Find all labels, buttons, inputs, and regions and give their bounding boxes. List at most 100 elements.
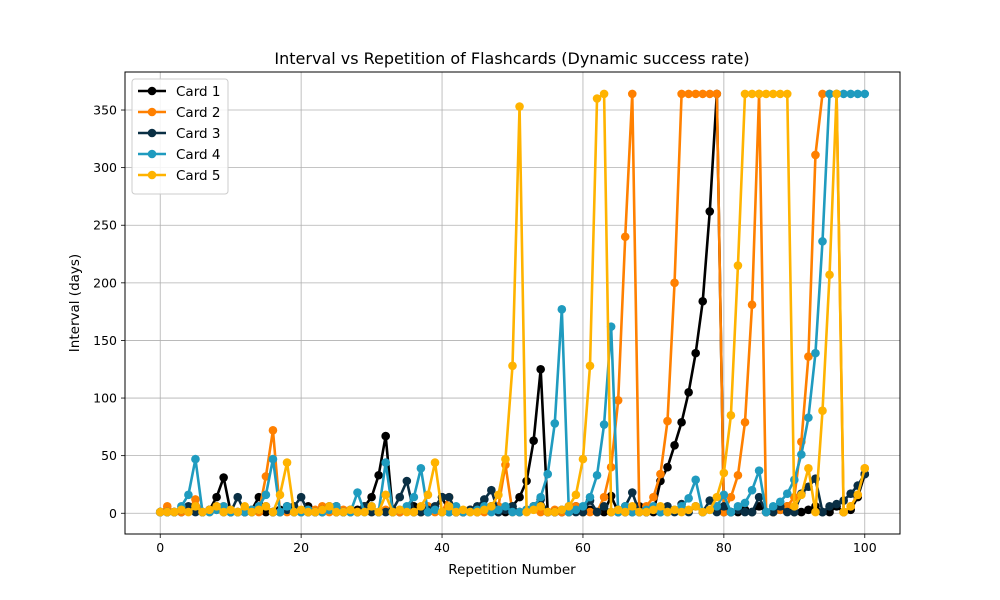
data-point-card-4 bbox=[409, 492, 419, 502]
data-point-card-4 bbox=[536, 492, 545, 502]
data-point-card-4 bbox=[684, 493, 693, 503]
data-point-card-4 bbox=[268, 454, 278, 464]
data-point-card-4 bbox=[282, 502, 292, 511]
data-point-card-4 bbox=[184, 490, 193, 500]
data-point-card-5 bbox=[677, 507, 686, 517]
data-point-card-5 bbox=[480, 505, 489, 515]
data-point-card-2 bbox=[649, 492, 658, 502]
data-point-card-5 bbox=[423, 490, 433, 500]
data-point-card-5 bbox=[437, 507, 447, 517]
data-point-card-5 bbox=[240, 502, 250, 511]
data-point-card-5 bbox=[198, 507, 207, 517]
data-point-card-4 bbox=[543, 469, 553, 479]
series-card-2 bbox=[155, 89, 870, 517]
data-point-card-5 bbox=[508, 361, 517, 371]
data-point-card-4 bbox=[782, 489, 792, 498]
data-point-card-2 bbox=[656, 469, 665, 479]
data-point-card-4 bbox=[501, 502, 510, 511]
data-point-card-5 bbox=[494, 490, 503, 500]
legend-marker-card-5 bbox=[147, 170, 157, 180]
data-point-card-5 bbox=[571, 490, 581, 500]
data-point-card-3 bbox=[444, 492, 454, 502]
data-point-card-5 bbox=[670, 505, 679, 515]
data-point-card-4 bbox=[818, 237, 827, 246]
data-point-card-4 bbox=[853, 89, 863, 99]
data-point-card-2 bbox=[627, 89, 637, 99]
data-point-card-5 bbox=[761, 89, 771, 99]
data-point-card-3 bbox=[719, 502, 729, 511]
data-point-card-2 bbox=[691, 89, 700, 99]
data-point-card-5 bbox=[860, 464, 870, 473]
data-point-card-5 bbox=[353, 507, 362, 517]
legend-label-card-2: Card 2 bbox=[176, 105, 220, 121]
data-point-card-5 bbox=[557, 505, 567, 515]
data-point-card-1 bbox=[663, 462, 672, 472]
data-point-card-2 bbox=[663, 416, 672, 426]
series-line-card-2 bbox=[159, 92, 867, 514]
data-point-card-5 bbox=[254, 505, 264, 515]
data-point-card-5 bbox=[726, 411, 736, 420]
legend-marker-card-2 bbox=[147, 107, 157, 117]
data-point-card-5 bbox=[219, 507, 228, 517]
data-point-card-5 bbox=[515, 102, 524, 111]
data-point-card-5 bbox=[191, 502, 200, 511]
data-point-card-5 bbox=[261, 502, 271, 511]
data-point-card-4 bbox=[585, 492, 595, 502]
x-tick-label: 20 bbox=[293, 540, 309, 555]
data-point-card-1 bbox=[804, 505, 813, 515]
data-point-card-5 bbox=[719, 468, 729, 478]
data-point-card-5 bbox=[296, 505, 306, 515]
data-point-card-2 bbox=[191, 495, 200, 504]
data-point-card-4 bbox=[726, 507, 736, 517]
data-point-card-5 bbox=[818, 406, 827, 416]
y-tick-label: 200 bbox=[93, 275, 117, 290]
data-point-card-3 bbox=[754, 492, 764, 502]
data-point-card-4 bbox=[430, 505, 440, 515]
data-point-card-5 bbox=[388, 507, 398, 517]
data-point-card-5 bbox=[754, 89, 764, 99]
chart-title: Interval vs Repetition of Flashcards (Dy… bbox=[274, 49, 749, 68]
data-point-card-5 bbox=[501, 454, 510, 464]
data-point-card-4 bbox=[508, 507, 517, 517]
data-point-card-3 bbox=[296, 492, 306, 502]
data-point-card-5 bbox=[325, 502, 334, 511]
data-point-card-2 bbox=[620, 232, 630, 242]
data-point-card-5 bbox=[782, 89, 792, 99]
data-point-card-1 bbox=[698, 296, 708, 306]
data-point-card-2 bbox=[585, 507, 595, 517]
data-point-card-5 bbox=[691, 502, 700, 511]
data-point-card-5 bbox=[275, 490, 285, 500]
data-point-card-1 bbox=[691, 348, 700, 358]
data-point-card-4 bbox=[261, 490, 271, 500]
data-point-card-4 bbox=[761, 507, 771, 517]
data-point-card-4 bbox=[191, 454, 200, 464]
data-point-card-4 bbox=[423, 507, 433, 517]
y-tick-label: 250 bbox=[93, 218, 117, 233]
data-point-card-2 bbox=[705, 89, 715, 99]
data-point-card-5 bbox=[649, 505, 658, 515]
data-point-card-2 bbox=[677, 89, 686, 99]
data-point-card-4 bbox=[712, 502, 722, 511]
data-point-card-4 bbox=[571, 505, 581, 515]
data-point-card-4 bbox=[747, 485, 757, 495]
legend-marker-card-3 bbox=[147, 128, 157, 138]
data-point-card-1 bbox=[381, 431, 390, 441]
data-point-card-4 bbox=[839, 89, 848, 99]
data-point-card-5 bbox=[733, 261, 743, 270]
data-point-card-4 bbox=[719, 490, 729, 500]
data-point-card-5 bbox=[529, 505, 538, 515]
data-point-card-3 bbox=[747, 507, 757, 517]
data-point-card-4 bbox=[797, 450, 806, 459]
data-point-card-5 bbox=[684, 505, 693, 515]
data-point-card-5 bbox=[367, 502, 376, 511]
data-point-card-4 bbox=[578, 502, 588, 511]
data-point-card-4 bbox=[494, 505, 503, 515]
data-point-card-4 bbox=[381, 458, 390, 467]
data-point-card-5 bbox=[613, 505, 623, 515]
data-point-card-5 bbox=[705, 505, 715, 515]
data-point-card-5 bbox=[578, 454, 588, 464]
data-point-card-5 bbox=[536, 502, 545, 511]
data-point-card-5 bbox=[472, 507, 482, 517]
data-point-card-2 bbox=[712, 89, 722, 99]
